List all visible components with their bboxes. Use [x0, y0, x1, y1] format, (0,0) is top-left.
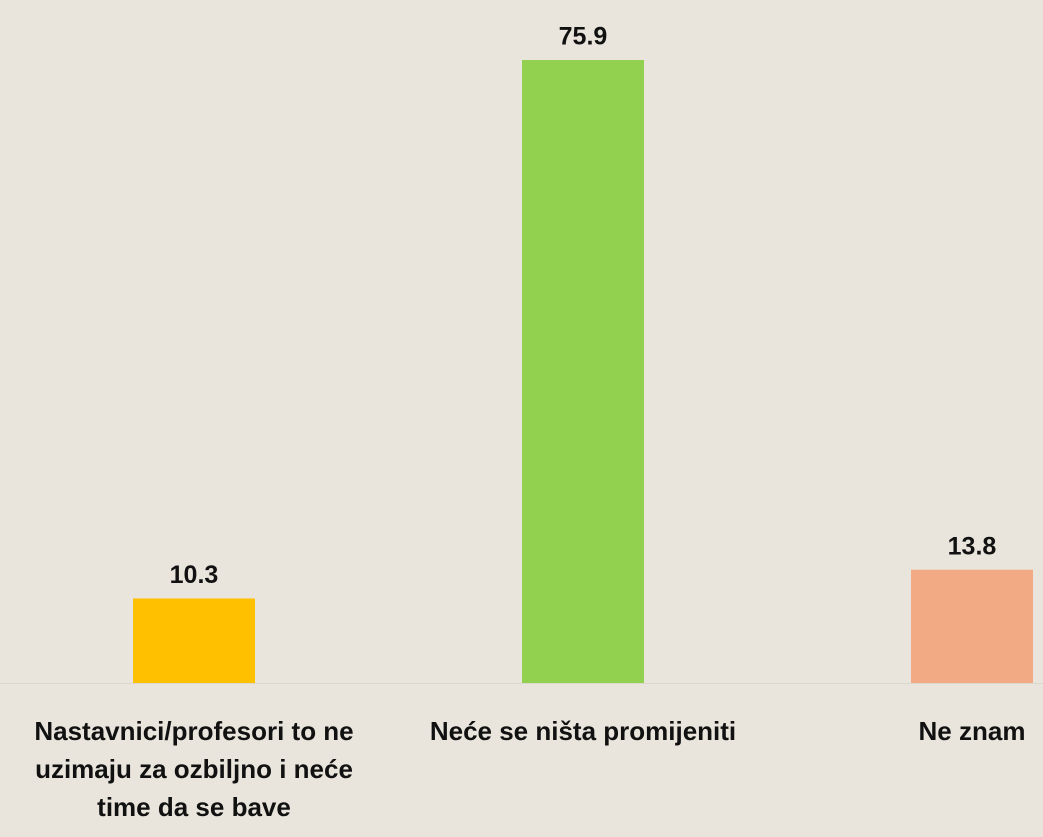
value-label: 75.9 — [559, 23, 608, 51]
bar — [911, 569, 1033, 683]
category-label: Neće se ništa promijeniti — [429, 716, 737, 746]
bar — [522, 60, 644, 683]
bar — [133, 598, 255, 683]
value-label: 10.3 — [170, 561, 219, 589]
category-label: Ne znam — [918, 716, 1026, 746]
value-label: 13.8 — [948, 532, 997, 560]
category-label: Nastavnici/profesori to ne uzimaju za oz… — [34, 716, 354, 822]
